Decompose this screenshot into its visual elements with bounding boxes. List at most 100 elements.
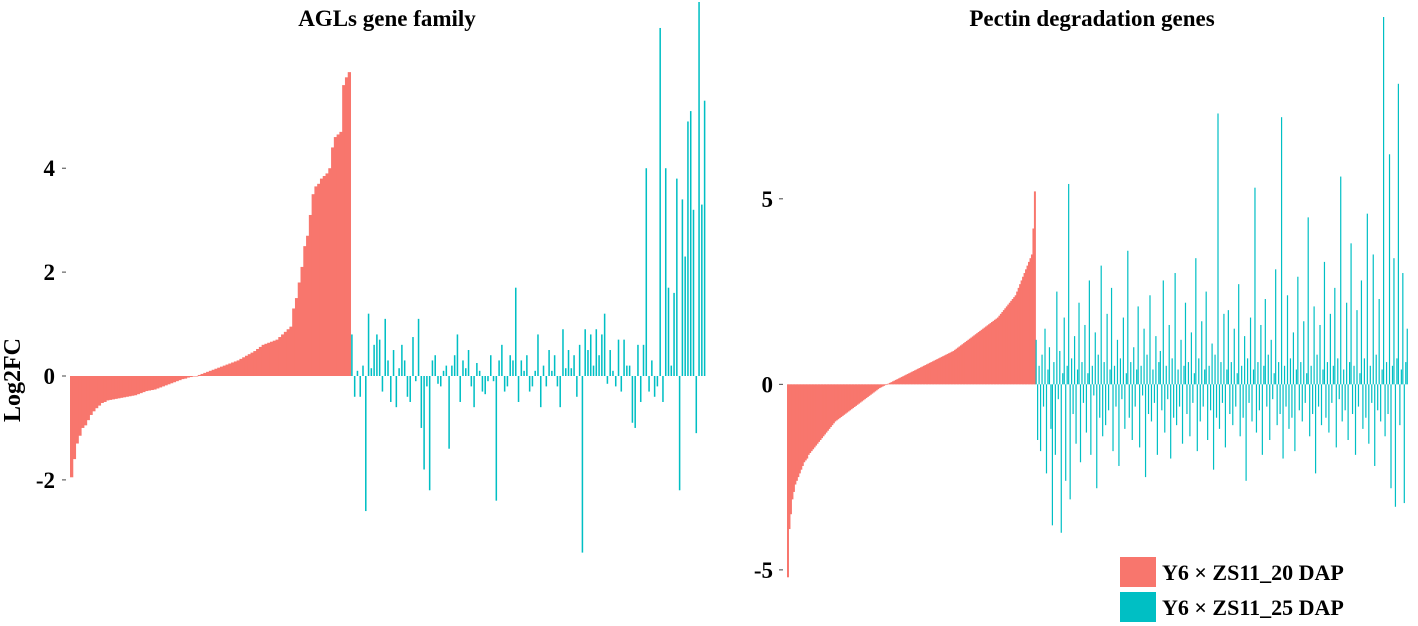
- bar-20dap: [789, 384, 792, 515]
- bar-25dap: [1391, 365, 1394, 385]
- bar-25dap: [1107, 384, 1110, 411]
- bar-25dap: [1187, 362, 1190, 385]
- bar-25dap: [1045, 384, 1048, 474]
- bar-20dap: [994, 319, 996, 385]
- bar-25dap: [1258, 384, 1260, 411]
- bar-25dap: [1294, 384, 1296, 452]
- bar-20dap: [1025, 269, 1028, 385]
- bar-20dap: [189, 376, 193, 378]
- bar-20dap: [144, 376, 149, 392]
- bar-25dap: [1353, 365, 1355, 385]
- bar-25dap: [1354, 384, 1357, 455]
- bar-25dap: [1255, 384, 1258, 433]
- bar-25dap: [1220, 362, 1222, 385]
- bar-20dap: [1005, 306, 1008, 385]
- bar-25dap: [1208, 365, 1210, 385]
- bar-20dap: [798, 384, 801, 474]
- bar-25dap: [573, 355, 575, 376]
- bar-20dap: [217, 367, 221, 376]
- bar-20dap: [225, 364, 229, 376]
- y-axis-label: Log2FC: [0, 338, 26, 422]
- bar-25dap: [1116, 339, 1119, 385]
- bar-20dap: [832, 384, 835, 424]
- bar-20dap: [821, 384, 823, 439]
- bar-25dap: [514, 287, 517, 376]
- bar-25dap: [528, 376, 531, 392]
- bar-20dap: [117, 376, 121, 399]
- bar-20dap: [988, 324, 991, 385]
- bar-25dap: [1137, 306, 1139, 385]
- bar-25dap: [1127, 250, 1129, 385]
- bar-25dap: [673, 292, 675, 376]
- bar-25dap: [1368, 384, 1370, 444]
- legend-item-25dap: Y6 × ZS11_25 DAP: [1120, 592, 1344, 622]
- bar-25dap: [1183, 365, 1185, 385]
- bar-20dap: [974, 334, 977, 385]
- bar-25dap: [1178, 384, 1181, 407]
- bar-25dap: [1400, 369, 1402, 385]
- bar-25dap: [628, 365, 631, 376]
- bar-25dap: [1202, 384, 1204, 407]
- bar-25dap: [687, 121, 689, 376]
- bar-20dap: [980, 329, 983, 385]
- bar-25dap: [651, 360, 653, 376]
- bar-25dap: [370, 368, 373, 376]
- bar-20dap: [244, 355, 249, 376]
- bar-25dap: [1245, 384, 1247, 481]
- bar-25dap: [351, 334, 353, 376]
- bar-20dap: [971, 336, 974, 385]
- bar-25dap: [648, 376, 650, 392]
- bar-20dap: [158, 376, 163, 388]
- bar-25dap: [476, 363, 478, 376]
- bar-25dap: [1374, 384, 1376, 466]
- bar-25dap: [1264, 299, 1266, 385]
- bar-25dap: [1252, 369, 1255, 385]
- bar-20dap: [954, 349, 957, 385]
- bar-25dap: [1041, 354, 1043, 385]
- bar-20dap: [924, 365, 927, 385]
- bar-25dap: [1350, 243, 1352, 385]
- bar-20dap: [906, 373, 909, 385]
- bar-25dap: [681, 199, 684, 376]
- bar-20dap: [1023, 273, 1026, 385]
- bar-25dap: [1241, 365, 1243, 385]
- bar-25dap: [1351, 384, 1354, 415]
- bar-20dap: [1007, 304, 1010, 385]
- bar-25dap: [403, 360, 406, 376]
- bar-25dap: [1215, 384, 1218, 418]
- bar-20dap: [961, 344, 964, 385]
- bar-20dap: [172, 376, 177, 383]
- bar-20dap: [869, 384, 872, 395]
- bar-25dap: [1091, 365, 1093, 385]
- bar-20dap: [231, 362, 235, 376]
- bar-25dap: [1402, 273, 1404, 385]
- bar-25dap: [1106, 313, 1108, 385]
- y-tick-label: 5: [762, 187, 774, 212]
- bar-25dap: [1394, 384, 1397, 507]
- bar-25dap: [1338, 384, 1340, 400]
- bar-25dap: [1093, 384, 1095, 396]
- bar-25dap: [1075, 384, 1077, 444]
- bar-20dap: [1032, 228, 1035, 385]
- bar-20dap: [283, 331, 288, 376]
- bar-25dap: [1313, 306, 1315, 385]
- bar-25dap: [1362, 384, 1364, 429]
- bar-25dap: [1246, 358, 1249, 385]
- bar-25dap: [1267, 354, 1269, 385]
- bar-20dap: [855, 384, 857, 406]
- bar-25dap: [1226, 369, 1228, 385]
- bar-20dap: [208, 370, 213, 376]
- bar-25dap: [473, 376, 475, 408]
- bar-20dap: [1020, 280, 1023, 385]
- bar-20dap: [890, 382, 893, 385]
- bar-25dap: [1403, 384, 1405, 504]
- bar-25dap: [1272, 384, 1274, 400]
- bar-20dap: [816, 384, 819, 444]
- bar-20dap: [946, 353, 949, 385]
- bar-20dap: [233, 361, 238, 376]
- bar-20dap: [192, 376, 196, 377]
- bar-25dap: [1136, 369, 1138, 385]
- bar-20dap: [242, 357, 246, 376]
- bar-20dap: [250, 352, 254, 377]
- bar-25dap: [1063, 317, 1065, 385]
